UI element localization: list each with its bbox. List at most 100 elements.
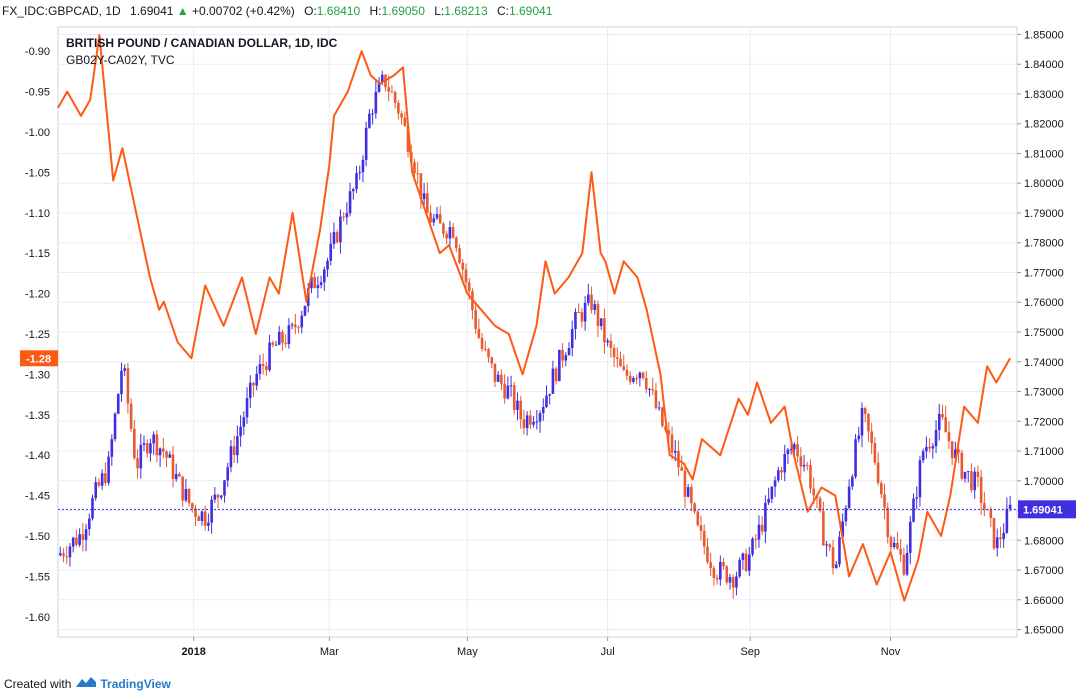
candle-up [931,446,935,449]
candle-down [451,227,455,238]
candle-up [915,497,919,499]
candle-down [976,471,980,478]
candle-up [184,488,188,501]
left-axis-label: -0.95 [25,87,50,99]
candle-down [979,477,983,504]
left-axis-label: -1.45 [25,491,50,503]
candle-up [223,480,226,496]
candle-up [239,426,242,437]
candle-down [870,431,873,444]
candle-up [94,482,98,499]
footer: Created with TradingView [4,674,171,694]
candle-up [368,113,371,128]
candle-up [242,417,246,427]
candle-up [435,214,439,219]
candle-down [458,248,461,263]
candle-up [319,282,323,286]
candle-down [104,473,107,483]
candle-down [62,553,65,557]
candle-down [252,382,255,386]
candle-down [715,578,719,580]
right-axis-label: 1.73000 [1024,387,1064,399]
candle-down [699,525,703,531]
last-price: 1.69041 [130,4,174,18]
candle-down [271,342,275,345]
right-axis-label: 1.70000 [1024,476,1064,488]
candle-up [587,294,590,304]
left-axis-label: -1.15 [25,248,50,260]
candle-down [503,383,506,399]
candle-down [970,471,973,491]
candle-down [216,494,220,498]
right-axis-label: 1.66000 [1024,595,1064,607]
high-value: 1.69050 [381,4,425,18]
candle-down [187,488,191,504]
candle-down [706,546,709,563]
left-axis-label: -1.00 [25,127,50,139]
price-chart[interactable]: 1.85000 1.84000 1.83000 1.82000 1.81000 1.800… [0,22,1078,672]
candle-up [339,216,342,243]
symbol-label: FX_IDC:GBPCAD, 1D [2,4,121,18]
candle-up [123,368,126,371]
candle-up [329,243,333,261]
candle-up [168,454,172,458]
candle-down [265,366,268,371]
candle-up [741,553,745,560]
left-axis-label: -1.50 [25,531,50,543]
candle-up [107,456,110,483]
candle-up [525,415,529,429]
candle-up [535,421,539,423]
candle-up [735,576,738,588]
candle-down [960,452,964,479]
candle-up [152,434,155,444]
candle-up [892,542,896,548]
candle-down [483,348,487,350]
candle-down [876,462,880,483]
candle-down [941,413,944,418]
candle-down [512,385,516,410]
candle-down [754,538,758,540]
last-price-label: 1.69041 [1023,504,1063,516]
candle-down [896,542,899,549]
right-axis-label: 1.74000 [1024,357,1064,369]
candle-down [577,312,580,314]
candle-up [258,363,262,374]
candle-up [532,422,535,425]
spread-series-line [57,34,1011,602]
candle-down [165,451,168,458]
candle-down [203,511,207,526]
left-axis-label: -1.25 [25,329,50,341]
candle-down [628,375,632,382]
candle-up [432,218,436,223]
candle-up [316,285,320,289]
candle-down [474,310,477,329]
candle-down [461,262,465,270]
candle-up [966,471,970,473]
candle-down [619,358,622,367]
candle-down [313,277,316,289]
candle-down [831,547,835,569]
candle-up [326,260,329,270]
candle-down [162,448,165,452]
candle-down [683,470,687,497]
candle-up [116,394,120,414]
candle-up [860,408,864,436]
candle-up [245,398,249,418]
candle-down [596,304,600,327]
candle-down [65,556,69,558]
candle-down [805,464,809,466]
candle-up [567,348,571,356]
candle-up [345,213,349,218]
candle-down [232,446,236,456]
candle-down [493,363,497,382]
candle-down [194,508,197,517]
chart-subtitle: GB02Y-CA02Y, TVC [66,53,175,67]
candle-up [719,561,722,580]
candle-up [287,325,291,344]
right-axis-label: 1.71000 [1024,446,1064,458]
candle-down [828,544,832,548]
candle-up [332,232,336,244]
candle-up [139,444,143,469]
right-axis-label: 1.75000 [1024,327,1064,339]
candle-up [921,451,925,461]
